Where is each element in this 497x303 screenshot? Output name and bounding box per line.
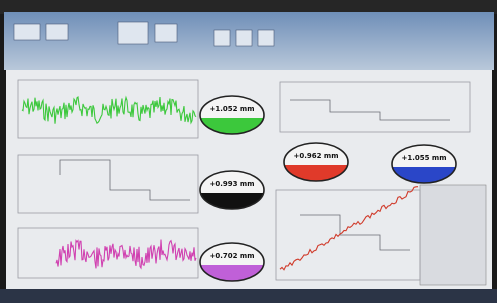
readout-value: +1.052 mm (209, 105, 254, 113)
readout-value: +0.702 mm (209, 252, 254, 260)
monitor-photo: +1.052 mm +0.962 mm +1.055 mm +0.993 mm +0.7… (0, 0, 497, 303)
readout-value: +0.962 mm (293, 152, 338, 160)
bezel (0, 0, 497, 14)
tool-button[interactable] (236, 30, 252, 46)
readout-value: +0.993 mm (209, 180, 254, 188)
side-panel (420, 185, 486, 285)
tool-button[interactable] (258, 30, 274, 46)
taskbar (0, 289, 497, 303)
tool-button[interactable] (214, 30, 230, 46)
readout-value: +1.055 mm (401, 154, 446, 162)
page: {"readouts": [ {"label": "+1.052 mm", "c… (0, 0, 497, 303)
